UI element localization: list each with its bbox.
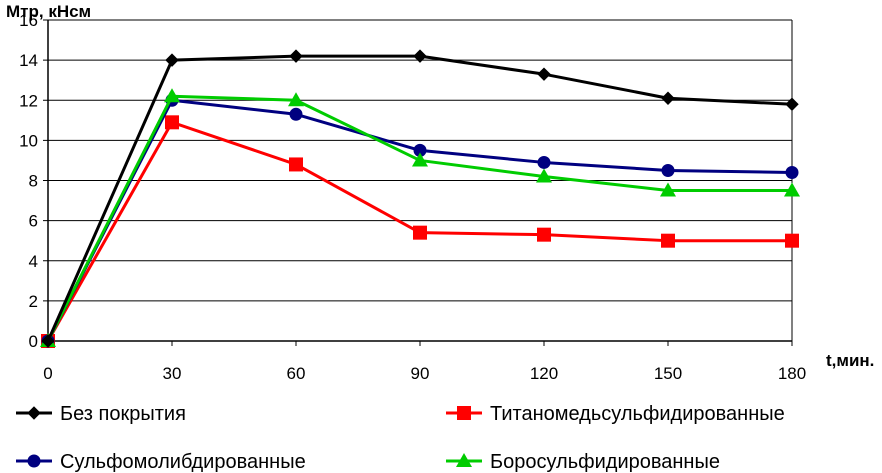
legend-item-2[interactable]: Сульфомолибдированные xyxy=(16,451,306,473)
legend-item-1[interactable]: Титаномедьсульфидированные xyxy=(446,403,785,425)
legend-marker-3 xyxy=(456,453,472,467)
y-axis-label: Мтр, кНсм xyxy=(6,2,91,21)
legend-label-3: Боросульфидированные xyxy=(490,451,720,473)
data-point-3-4 xyxy=(536,168,552,183)
data-point-3-2 xyxy=(288,92,304,107)
data-point-0-5 xyxy=(661,91,675,105)
data-point-0-2 xyxy=(289,49,303,63)
y-tick-label-6: 12 xyxy=(19,91,38,110)
y-tick-label-2: 4 xyxy=(29,252,38,271)
legend-label-1: Титаномедьсульфидированные xyxy=(490,403,785,425)
y-tick-label-7: 14 xyxy=(19,51,38,70)
data-point-2-6 xyxy=(785,165,799,179)
y-tick-label-8: 16 xyxy=(19,11,38,30)
x-axis-label: t,мин. xyxy=(826,351,874,370)
data-point-1-5 xyxy=(661,233,675,248)
data-point-1-6 xyxy=(785,233,799,248)
legend-label-0: Без покрытия xyxy=(60,403,186,425)
series-group xyxy=(40,49,800,348)
y-tick-label-4: 8 xyxy=(29,172,38,191)
y-tick-label-1: 2 xyxy=(29,292,38,311)
legend-marker-0 xyxy=(27,406,41,420)
data-point-3-6 xyxy=(784,182,800,197)
data-point-1-3 xyxy=(413,225,427,240)
x-tick-labels: 0 30 60 90 120 150 180 xyxy=(43,364,806,383)
data-point-2-5 xyxy=(661,163,675,177)
legend-label-2: Сульфомолибдированные xyxy=(60,451,306,473)
series-3 xyxy=(40,88,800,347)
x-tick-label-4: 120 xyxy=(530,364,558,383)
data-point-3-1 xyxy=(164,88,180,103)
legend: Без покрытия Титаномедьсульфидированные … xyxy=(16,403,785,473)
data-point-2-2 xyxy=(289,107,303,121)
series-line-0 xyxy=(46,54,793,342)
data-point-0-0 xyxy=(41,334,55,348)
y-tick-labels: 0 2 4 6 8 10 12 14 16 xyxy=(19,11,38,351)
axes xyxy=(43,19,793,346)
data-point-0-1 xyxy=(165,53,179,67)
series-1 xyxy=(41,115,799,348)
x-tick-label-5: 150 xyxy=(654,364,682,383)
data-point-0-4 xyxy=(537,67,551,81)
legend-item-0[interactable]: Без покрытия xyxy=(16,403,186,425)
legend-marker-1 xyxy=(457,406,471,420)
data-point-2-3 xyxy=(413,143,427,157)
grid-lines xyxy=(48,19,792,342)
data-point-2-4 xyxy=(537,155,551,169)
data-point-3-3 xyxy=(412,152,428,167)
data-point-0-3 xyxy=(413,49,427,63)
legend-marker-2 xyxy=(27,454,41,468)
series-0 xyxy=(41,49,799,348)
x-tick-label-0: 0 xyxy=(43,364,52,383)
x-tick-label-2: 60 xyxy=(287,364,306,383)
x-tick-label-1: 30 xyxy=(163,364,182,383)
data-point-1-1 xyxy=(165,115,179,130)
legend-item-3[interactable]: Боросульфидированные xyxy=(446,451,720,473)
data-point-3-5 xyxy=(660,182,676,197)
y-tick-label-5: 10 xyxy=(19,131,38,150)
data-point-1-4 xyxy=(537,227,551,242)
series-line-3 xyxy=(46,94,792,342)
y-tick-label-3: 6 xyxy=(29,212,38,231)
x-tick-label-3: 90 xyxy=(411,364,430,383)
y-tick-label-0: 0 xyxy=(29,332,38,351)
x-tick-label-6: 180 xyxy=(778,364,806,383)
data-point-1-2 xyxy=(289,157,303,172)
data-point-0-6 xyxy=(785,97,799,111)
